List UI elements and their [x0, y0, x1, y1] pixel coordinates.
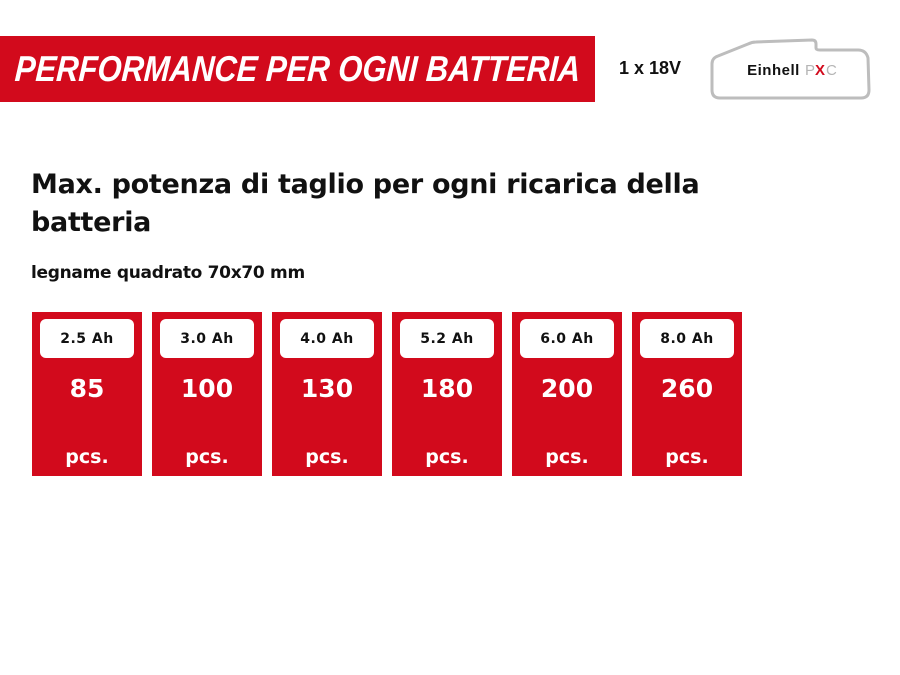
capacity-badge: 6.0 Ah — [520, 319, 614, 358]
battery-card: 2.5 Ah 85 pcs. — [32, 312, 142, 476]
unit-label: pcs. — [305, 446, 349, 468]
unit-label: pcs. — [425, 446, 469, 468]
cut-count: 180 — [420, 374, 474, 403]
subtitle: legname quadrato 70x70 mm — [31, 263, 305, 283]
battery-cards: 2.5 Ah 85 pcs. 3.0 Ah 100 pcs. 4.0 Ah 13… — [32, 312, 742, 476]
unit-label: pcs. — [65, 446, 109, 468]
capacity-badge: 8.0 Ah — [640, 319, 734, 358]
headline: Max. potenza di taglio per ogni ricarica… — [31, 169, 700, 238]
banner-title: PERFORMANCE PER OGNI BATTERIA — [13, 48, 582, 89]
logo-brand: Einhell — [747, 62, 800, 79]
cut-count: 260 — [660, 374, 714, 403]
capacity-badge: 3.0 Ah — [160, 319, 254, 358]
battery-outline-icon — [710, 38, 871, 100]
unit-label: pcs. — [665, 446, 709, 468]
battery-card: 3.0 Ah 100 pcs. — [152, 312, 262, 476]
header-banner: PERFORMANCE PER OGNI BATTERIA — [0, 36, 595, 102]
einhell-pxc-logo: Einhell PXC — [722, 62, 862, 79]
unit-label: pcs. — [185, 446, 229, 468]
voltage-label: 1 x 18V — [619, 58, 682, 78]
battery-card: 8.0 Ah 260 pcs. — [632, 312, 742, 476]
capacity-badge: 5.2 Ah — [400, 319, 494, 358]
logo-c: C — [826, 62, 837, 79]
logo-x: X — [815, 62, 826, 79]
battery-card: 6.0 Ah 200 pcs. — [512, 312, 622, 476]
unit-label: pcs. — [545, 446, 589, 468]
cut-count: 85 — [69, 374, 105, 403]
battery-card: 5.2 Ah 180 pcs. — [392, 312, 502, 476]
capacity-badge: 4.0 Ah — [280, 319, 374, 358]
capacity-badge: 2.5 Ah — [40, 319, 134, 358]
cut-count: 200 — [540, 374, 594, 403]
cut-count: 100 — [180, 374, 234, 403]
logo-p: P — [804, 62, 815, 79]
cut-count: 130 — [300, 374, 354, 403]
battery-card: 4.0 Ah 130 pcs. — [272, 312, 382, 476]
battery-logo: Einhell PXC — [708, 36, 872, 102]
